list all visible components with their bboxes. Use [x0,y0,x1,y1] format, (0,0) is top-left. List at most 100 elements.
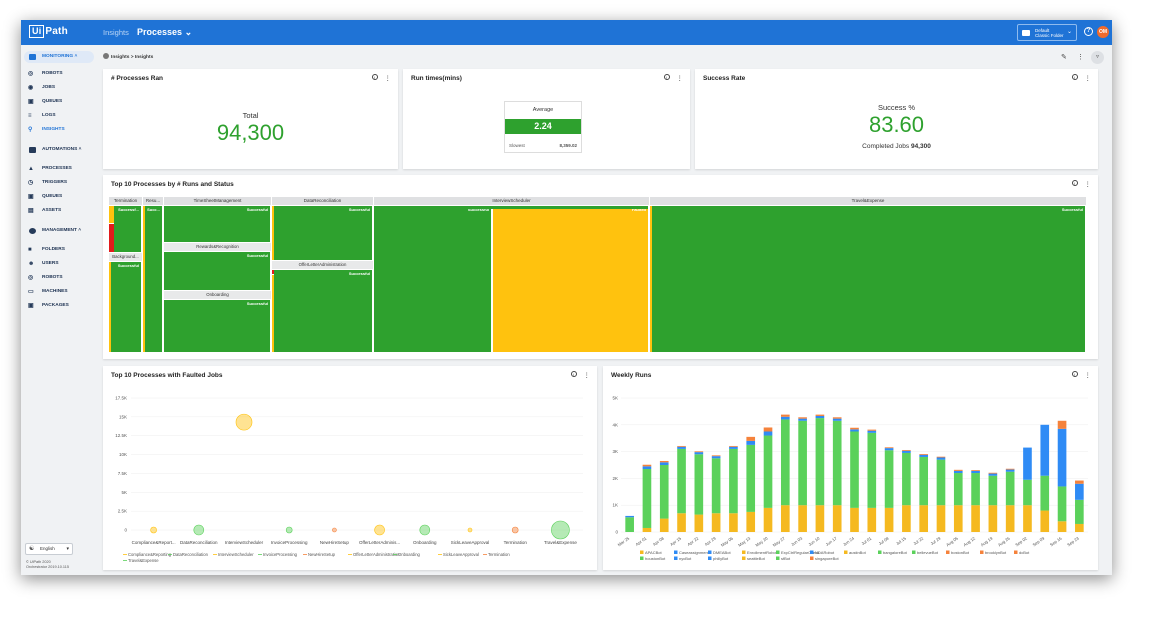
edit-icon[interactable]: ✎ [1061,54,1067,61]
more-vert-icon[interactable]: ⋮ [676,75,684,82]
treemap-cell[interactable]: Successful [271,269,373,353]
sidebar-item-users[interactable]: ☻ USERS [27,259,59,269]
sidebar-item-label: MACHINES [42,289,68,294]
treemap-cell[interactable] [108,261,111,353]
info-icon[interactable]: i [663,74,670,80]
more-vert-icon[interactable]: ⋮ [1077,54,1084,61]
treemap-cell[interactable]: Succ... [142,205,163,353]
x-tick-label: Aug 05 [945,535,959,547]
slowest-value: 8,359.02 [559,143,577,148]
sidebar-item-queues-2[interactable]: ▣ QUEUES [27,192,62,202]
treemap-cell[interactable]: Successful [649,205,1086,353]
info-icon[interactable]: i [1071,74,1078,80]
legend-label: APACBot [645,550,662,555]
legend-swatch [844,550,848,554]
x-tick-label: May 06 [720,535,735,547]
sidebar-item-label: INSIGHTS [42,127,65,132]
treemap-cell[interactable]: Successful [163,205,271,243]
bubble [193,524,205,536]
bar-segment [867,430,877,433]
sidebar-item-queues[interactable]: ▣ QUEUES [27,97,62,107]
sidebar-section-monitoring[interactable]: MONITORING ˄ [24,51,94,63]
treemap-cell[interactable] [271,205,274,261]
folder-selector[interactable]: Default Classic Folder ⌄ [1017,24,1077,41]
avatar[interactable]: OM [1097,26,1109,38]
more-vert-icon[interactable]: ⋮ [583,372,591,379]
info-icon[interactable]: i [570,371,577,377]
bar-segment [798,418,807,421]
sidebar-item-insights[interactable]: ⚲ INSIGHTS [27,125,65,135]
kpi-label: Total [242,111,259,120]
sidebar-item-robots[interactable]: ◎ ROBOTS [27,69,63,79]
bar-segment [953,473,963,506]
legend-swatch [980,550,984,554]
completed-value: 94,300 [910,143,931,150]
bar-segment [677,448,686,514]
legend-label: austinBot [849,550,867,555]
bar-segment [902,450,911,453]
help-icon[interactable]: ? [1084,27,1093,36]
legend-label: sfBot [781,556,791,561]
legend-label: houstonBot [645,556,666,561]
sidebar-item-robots-2[interactable]: ◎ ROBOTS [27,273,63,283]
sidebar-item-machines[interactable]: ▭ MACHINES [27,287,68,297]
filter-icon[interactable]: ▿ [1091,51,1104,64]
treemap-group-label: DataReconciliation [271,197,373,205]
nav-insights-link[interactable]: Insights [103,28,129,37]
copyright: © UiPath 2020 Orchestrator 2019.10.115 [26,560,69,569]
sidebar-item-folders[interactable]: ■ FOLDERS [27,245,65,255]
folder-icon: ■ [28,247,32,253]
bubble [511,526,519,534]
info-icon[interactable]: i [371,74,378,80]
x-tick-label: Apr 22 [686,535,700,547]
card-title: Top 10 Processes by # Runs and Status [111,181,234,188]
treemap-group-label: TimeSheetManagement [163,197,271,205]
bar-segment [1057,420,1067,429]
legend-label: singaporeBot [815,556,839,561]
treemap-cell[interactable]: Successful [163,299,271,353]
assets-icon: ▤ [28,208,34,214]
info-icon[interactable]: i [1071,371,1078,377]
bubble [150,526,157,534]
treemap-cell[interactable]: Successful [373,205,492,353]
bar-segment [711,456,721,459]
treemap-cell[interactable]: Successful [163,251,271,291]
more-vert-icon[interactable]: ⋮ [1084,372,1092,379]
card-title: Run times(mins) [411,75,462,82]
info-icon[interactable]: i [1071,180,1078,186]
treemap-cell[interactable] [373,205,649,209]
more-vert-icon[interactable]: ⋮ [1084,75,1092,82]
nav-processes-dropdown[interactable]: Processes ⌄ [137,27,192,38]
sidebar-item-processes[interactable]: ▲ PROCESSES [27,164,72,174]
sidebar-section-automations[interactable]: AUTOMATIONS ˄ [24,144,94,156]
uipath-logo[interactable]: Ui Path [29,25,68,38]
treemap-cell-label: Succ... [147,207,160,212]
sidebar-section-management[interactable]: MANAGEMENT ˄ [24,225,94,237]
sidebar-item-assets[interactable]: ▤ ASSETS [27,206,61,216]
triggers-icon: ◷ [28,180,34,186]
treemap-cell[interactable] [142,205,145,353]
x-tick-label: Sep 09 [1032,535,1046,547]
treemap-cell[interactable]: Faulted [492,205,649,353]
sidebar-item-triggers[interactable]: ◷ TRIGGERS [27,178,67,188]
more-vert-icon[interactable]: ⋮ [384,75,392,82]
bar-segment [1075,480,1084,484]
copyright-line: © UiPath 2020 [26,560,51,564]
sidebar-item-jobs[interactable]: ◉ JOBS [27,83,55,93]
legend-swatch [708,556,712,560]
sidebar-item-label: LOGS [42,113,56,118]
breadcrumb-text[interactable]: Insights > Insights [111,55,154,60]
treemap-cell[interactable]: Successful [271,205,373,261]
treemap-cell[interactable]: Successful [108,261,142,353]
bar-segment [711,458,721,514]
more-vert-icon[interactable]: ⋮ [1084,181,1092,188]
treemap-cell[interactable] [271,269,274,353]
treemap-cell[interactable] [271,269,274,275]
sidebar-item-packages[interactable]: ▣ PACKAGES [27,301,69,311]
treemap-cell-label: Successful [1061,207,1083,212]
treemap-cell[interactable] [649,205,652,353]
bar-segment [832,418,842,421]
sidebar-item-logs[interactable]: ≡ LOGS [27,111,56,121]
language-selector[interactable]: ☯ English ▾ [25,543,73,555]
treemap-cell[interactable] [108,223,114,253]
